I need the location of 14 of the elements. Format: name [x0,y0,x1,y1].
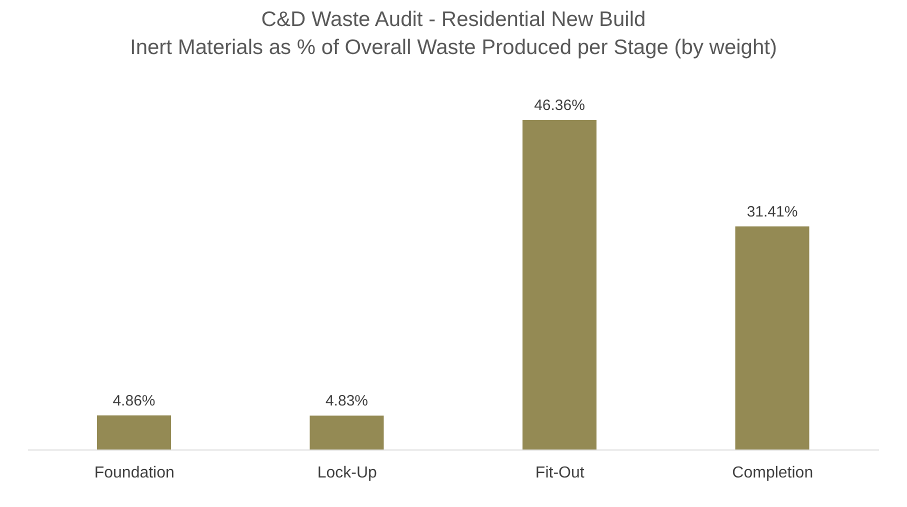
x-tick-label: Foundation [94,464,174,482]
data-label: 46.36% [534,97,585,114]
data-label: 4.83% [325,392,368,410]
bar [97,415,171,450]
x-tick-label: Fit-Out [535,464,585,482]
chart-subtitle: Inert Materials as % of Overall Waste Produced per Stage (by weight) [128,36,778,60]
chart-title: C&D Waste Audit - Residential New Build [260,8,647,32]
bar [522,120,596,450]
x-tick-label: Lock-Up [317,464,378,482]
x-tick-label: Completion [732,464,814,482]
bar [735,226,810,450]
data-label: 31.41% [746,203,798,220]
bar [310,416,384,450]
data-label: 4.86% [112,392,156,410]
